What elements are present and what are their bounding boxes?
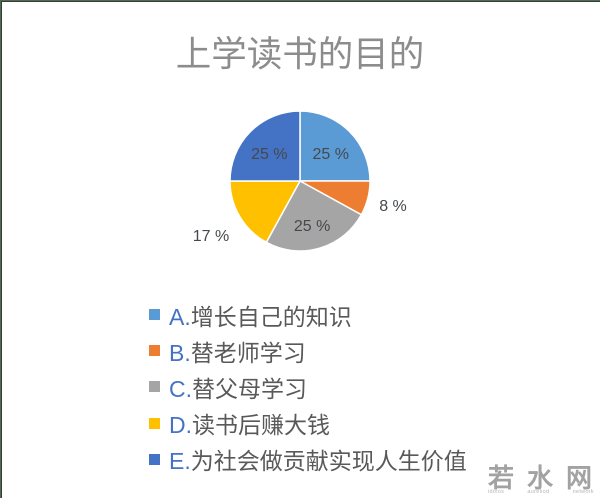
- svg-text:25 %: 25 %: [251, 146, 287, 163]
- svg-text:25 %: 25 %: [312, 146, 348, 163]
- svg-text:25 %: 25 %: [294, 218, 330, 235]
- svg-text:17 %: 17 %: [193, 228, 229, 245]
- svg-text:8 %: 8 %: [379, 198, 407, 215]
